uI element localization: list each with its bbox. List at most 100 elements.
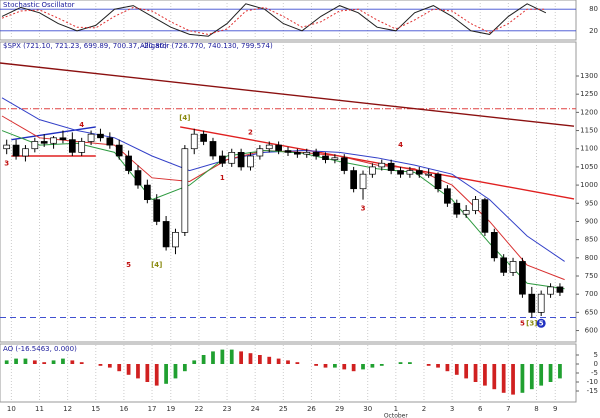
candle-body bbox=[50, 137, 57, 144]
ao-bar bbox=[436, 364, 440, 368]
ao-bar bbox=[61, 358, 65, 364]
x-tick-label: 19 bbox=[166, 405, 175, 413]
ao-tick-label: 5 bbox=[594, 351, 598, 359]
candle-body bbox=[115, 144, 123, 157]
y-tick-label: 1100 bbox=[580, 145, 598, 153]
candle-body bbox=[462, 210, 470, 215]
ao-bar bbox=[145, 364, 150, 382]
ao-bar bbox=[257, 355, 262, 364]
candle-body bbox=[284, 150, 292, 153]
x-tick-label: 26 bbox=[307, 405, 316, 413]
ao-bar bbox=[492, 364, 497, 390]
candle-body bbox=[350, 170, 357, 190]
annotation: [4] bbox=[179, 114, 190, 122]
y-tick-label: 600 bbox=[585, 327, 598, 335]
candle-body bbox=[228, 152, 236, 164]
x-tick-label: 8 bbox=[534, 405, 538, 413]
stoch-panel bbox=[0, 0, 577, 41]
stoch-tick-label: 20 bbox=[589, 27, 598, 35]
annotation: 3 bbox=[4, 159, 9, 167]
ao-bar bbox=[529, 364, 534, 390]
y-tick-label: 700 bbox=[585, 290, 598, 298]
ao-bar bbox=[445, 364, 450, 372]
y-tick-label: 750 bbox=[585, 272, 598, 280]
ao-bar bbox=[164, 364, 168, 384]
annotation: 5 bbox=[520, 319, 525, 327]
x-tick-label: 15 bbox=[91, 405, 100, 413]
ao-bar bbox=[14, 358, 18, 364]
annotation: 2 bbox=[248, 128, 253, 136]
candle-body bbox=[78, 141, 86, 153]
candle-body bbox=[322, 155, 329, 160]
x-tick-label: 9 bbox=[553, 405, 557, 413]
candle-body bbox=[12, 144, 20, 157]
y-tick-label: 1200 bbox=[580, 108, 598, 116]
x-tick-label: 17 bbox=[148, 405, 157, 413]
y-tick-label: 1050 bbox=[580, 163, 598, 171]
x-tick-label: 3 bbox=[450, 405, 454, 413]
candle-body bbox=[68, 139, 76, 153]
candle-body bbox=[406, 170, 414, 175]
ao-bar bbox=[239, 351, 243, 364]
ao-bar bbox=[323, 364, 328, 368]
candle-body bbox=[162, 221, 170, 248]
x-tick-label: 25 bbox=[279, 405, 288, 413]
ao-tick-label: -5 bbox=[591, 369, 598, 377]
ao-bar bbox=[361, 364, 365, 370]
candle-body bbox=[172, 232, 179, 248]
candle-body bbox=[425, 173, 433, 176]
candle-body bbox=[247, 155, 254, 168]
ao-bar bbox=[454, 364, 459, 375]
ao-bar bbox=[286, 360, 290, 364]
candle-body bbox=[312, 152, 320, 157]
x-tick-label: 6 bbox=[478, 405, 483, 413]
chart-subtitle: Alligator (726.770, 740.130, 799.574) bbox=[140, 42, 273, 50]
candle-body bbox=[209, 141, 217, 157]
ao-bar bbox=[192, 360, 197, 364]
ao-bar bbox=[154, 364, 159, 386]
ao-bar bbox=[117, 364, 122, 372]
annotation: 3 bbox=[361, 205, 366, 213]
candle-body bbox=[481, 199, 489, 233]
x-tick-label: 11 bbox=[35, 405, 44, 413]
y-tick-label: 950 bbox=[585, 199, 598, 207]
candle-body bbox=[444, 188, 451, 204]
y-tick-label: 850 bbox=[585, 236, 598, 244]
candle-body bbox=[378, 162, 386, 168]
candle-body bbox=[190, 133, 198, 150]
candle-body bbox=[200, 133, 207, 142]
candle-body bbox=[22, 148, 29, 157]
ao-bar bbox=[201, 355, 206, 364]
ao-bar bbox=[267, 356, 272, 364]
trend-line bbox=[11, 126, 96, 141]
stoch-line bbox=[1, 3, 547, 37]
y-tick-label: 1150 bbox=[580, 127, 598, 135]
ao-bar bbox=[229, 349, 234, 364]
x-tick-label: 29 bbox=[335, 405, 344, 413]
ao-bar bbox=[370, 364, 375, 368]
candle-body bbox=[40, 141, 48, 144]
ao-bar bbox=[173, 364, 178, 379]
candle-body bbox=[509, 261, 517, 273]
candle-body bbox=[500, 257, 508, 273]
ao-bar bbox=[511, 364, 515, 395]
stoch-title: Stochastic Oscillator bbox=[3, 1, 75, 9]
y-tick-label: 1000 bbox=[580, 181, 598, 189]
candle-body bbox=[97, 133, 104, 139]
price-panel bbox=[0, 41, 577, 343]
candle-body bbox=[397, 170, 404, 175]
annotation: 5 bbox=[539, 319, 544, 327]
candle-body bbox=[340, 157, 348, 171]
y-tick-label: 900 bbox=[585, 217, 598, 225]
candle-body bbox=[519, 261, 526, 295]
ao-bar bbox=[539, 364, 544, 386]
candle-body bbox=[453, 202, 461, 215]
x-tick-label: 2 bbox=[422, 405, 426, 413]
ao-bar bbox=[379, 364, 384, 366]
ao-title: AO (-16.5463, 0.000) bbox=[3, 345, 77, 353]
ao-bar bbox=[408, 362, 412, 364]
candle-body bbox=[265, 144, 273, 150]
candle-body bbox=[537, 293, 545, 313]
